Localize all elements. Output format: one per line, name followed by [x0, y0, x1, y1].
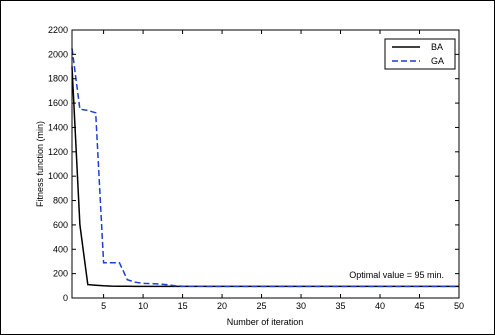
y-tick-label: 1200 — [48, 147, 68, 157]
plot-area-border — [71, 29, 460, 299]
y-tick-label: 200 — [53, 269, 68, 279]
y-tick-label: 1800 — [48, 74, 68, 84]
optimal-value-annotation: Optimal value = 95 min. — [349, 270, 444, 280]
plot-background — [72, 30, 459, 298]
x-tick-label: 45 — [415, 301, 425, 311]
y-tick-label: 1000 — [48, 171, 68, 181]
y-tick-label: 2200 — [48, 25, 68, 35]
series-layer — [71, 48, 459, 288]
legend-label-ga: GA — [431, 56, 444, 66]
y-tick-label: 0 — [63, 293, 68, 303]
series-line-ga — [71, 48, 459, 288]
x-tick-label: 40 — [375, 301, 385, 311]
x-tick-label: 25 — [257, 301, 267, 311]
x-tick-label: 35 — [336, 301, 346, 311]
x-tick-label: 15 — [178, 301, 188, 311]
legend: BA GA — [384, 38, 456, 70]
tick-layer: 0 200 400 600 800 1000 1200 1400 1600 1800 2000 220… — [48, 25, 464, 311]
x-tick-label: 10 — [138, 301, 148, 311]
y-tick-label: 400 — [53, 244, 68, 254]
x-tick-label: 5 — [101, 301, 106, 311]
x-axis-label: Number of iteration — [227, 317, 304, 327]
y-tick-label: 1400 — [48, 122, 68, 132]
y-tick-label: 600 — [53, 220, 68, 230]
y-tick-label: 800 — [53, 196, 68, 206]
y-tick-label: 2000 — [48, 49, 68, 59]
x-tick-label: 30 — [296, 301, 306, 311]
x-tick-label: 50 — [454, 301, 464, 311]
y-axis-label: Fitness function (min) — [35, 121, 45, 207]
y-tick-label: 1600 — [48, 98, 68, 108]
legend-label-ba: BA — [431, 42, 443, 52]
legend-box — [384, 38, 456, 70]
x-tick-label: 20 — [217, 301, 227, 311]
